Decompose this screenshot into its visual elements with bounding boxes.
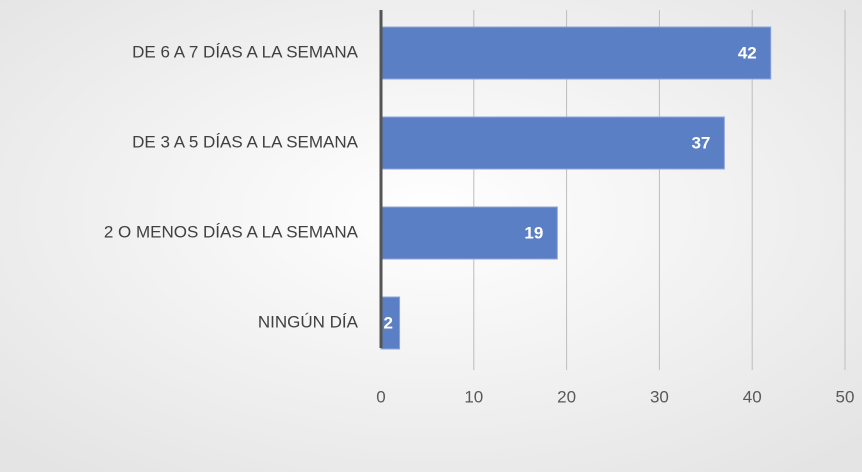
value-label: 37 bbox=[691, 133, 710, 152]
bar bbox=[380, 26, 772, 80]
x-tick-label: 40 bbox=[743, 387, 762, 406]
category-label: 2 O MENOS DÍAS A LA SEMANA bbox=[104, 222, 359, 241]
bar bbox=[380, 116, 725, 170]
x-tick-label: 10 bbox=[464, 387, 483, 406]
x-tick-label: 0 bbox=[376, 387, 385, 406]
value-label: 42 bbox=[738, 43, 757, 62]
value-label: 19 bbox=[524, 223, 543, 242]
category-label: NINGÚN DÍA bbox=[258, 312, 359, 331]
x-tick-label: 30 bbox=[650, 387, 669, 406]
category-label: DE 6 A 7 DÍAS A LA SEMANA bbox=[132, 42, 359, 61]
x-tick-label: 50 bbox=[836, 387, 855, 406]
value-label: 2 bbox=[384, 313, 393, 332]
x-tick-label: 20 bbox=[557, 387, 576, 406]
category-label: DE 3 A 5 DÍAS A LA SEMANA bbox=[132, 132, 359, 151]
